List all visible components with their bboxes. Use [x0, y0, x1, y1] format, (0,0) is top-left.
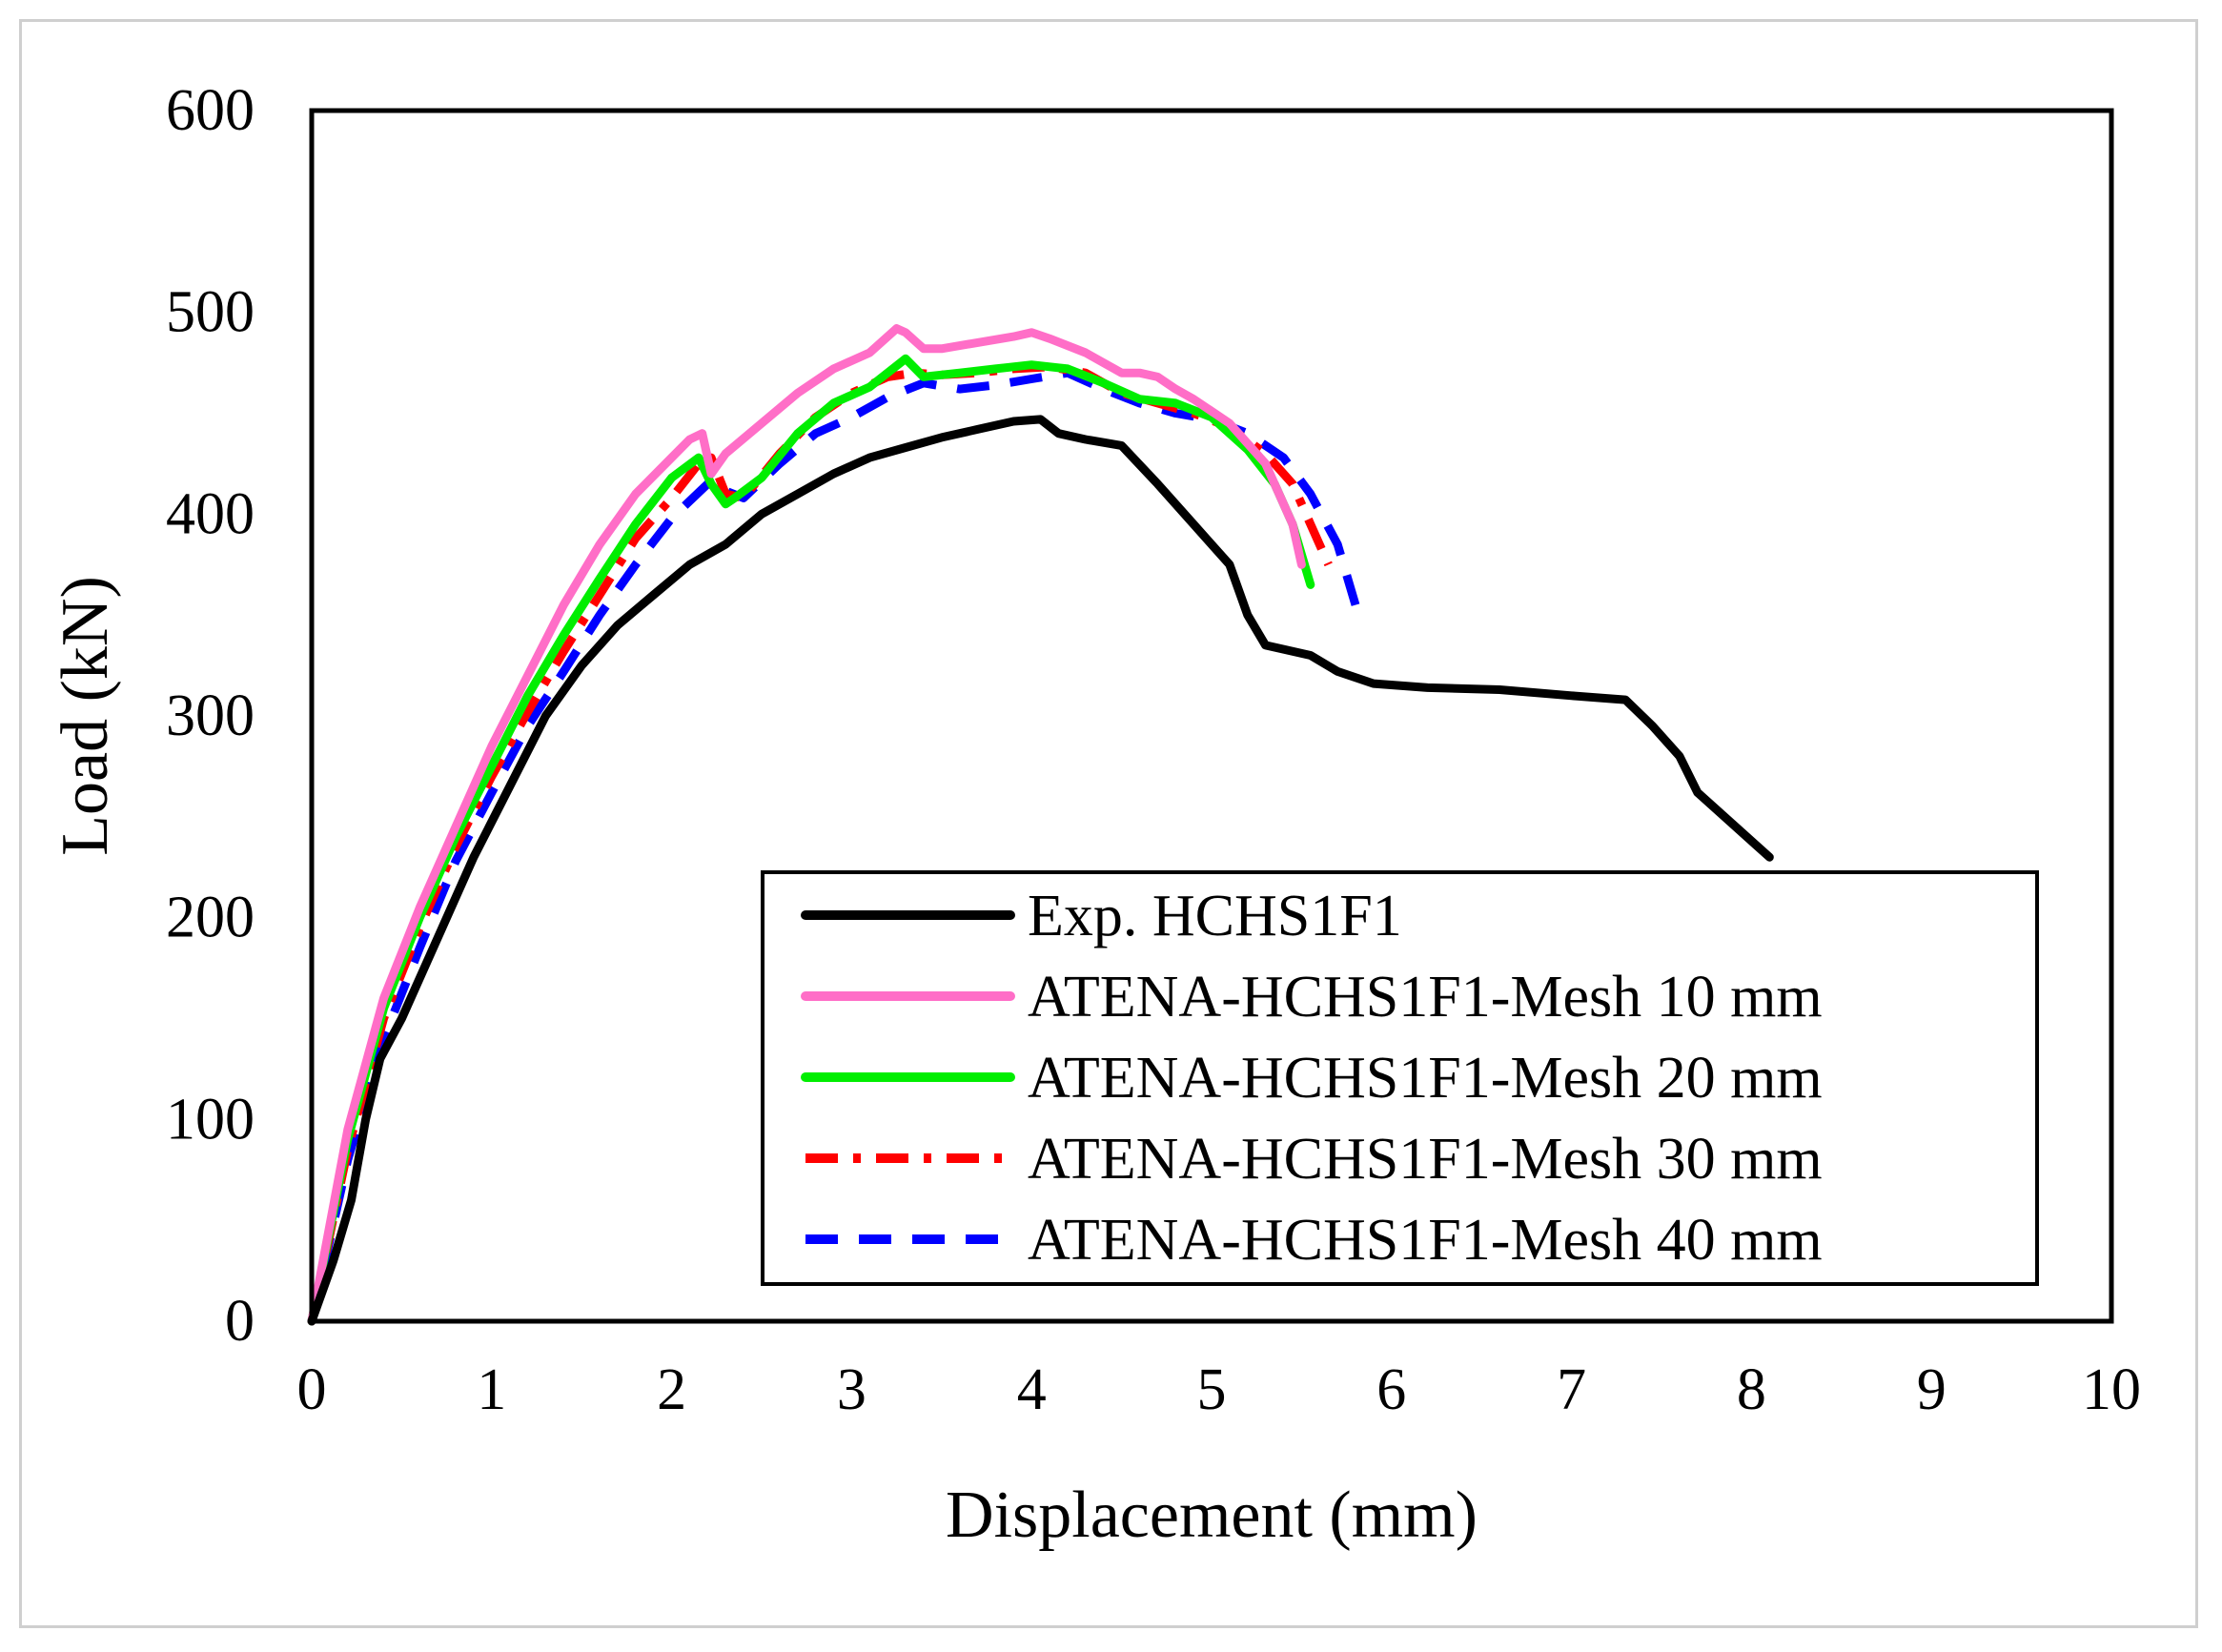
legend-label: ATENA-HCHS1F1-Mesh 40 mm	[1028, 1208, 1823, 1273]
legend-entries: Exp. HCHS1F1 ATENA-HCHS1F1-Mesh 10 mm ATEN…	[801, 884, 1823, 1273]
legend-label: ATENA-HCHS1F1-Mesh 20 mm	[1028, 1046, 1823, 1111]
series-layer	[307, 324, 1774, 1326]
x-tick-label: 4	[1017, 1357, 1047, 1422]
x-tick-label: 2	[657, 1357, 686, 1422]
x-tick-label: 1	[477, 1357, 506, 1422]
series-line-atena-hchs1f1-mesh-40-mm	[307, 368, 1360, 1322]
legend-label: Exp. HCHS1F1	[1028, 884, 1402, 948]
y-tick-label: 200	[166, 886, 255, 950]
figure-frame	[19, 19, 2198, 1628]
legend-label: ATENA-HCHS1F1-Mesh 10 mm	[1028, 965, 1823, 1030]
y-tick-label: 600	[166, 78, 255, 143]
series-line-atena-hchs1f1-mesh-10-mm	[307, 324, 1306, 1326]
y-tick-label: 0	[225, 1289, 255, 1354]
series-line-atena-hchs1f1-mesh-20-mm	[307, 354, 1315, 1326]
legend-label: ATENA-HCHS1F1-Mesh 30 mm	[1028, 1127, 1823, 1192]
y-tick-label: 100	[166, 1087, 255, 1152]
y-tick-label: 400	[166, 481, 255, 546]
legend: Exp. HCHS1F1 ATENA-HCHS1F1-Mesh 10 mm ATEN…	[761, 870, 2039, 1286]
x-tick-label: 7	[1557, 1357, 1586, 1422]
y-axis-title: Load (kN)	[49, 576, 122, 856]
x-tick-label: 6	[1376, 1357, 1406, 1422]
y-tick-label: 500	[166, 280, 255, 345]
x-tick-label: 0	[297, 1357, 327, 1422]
x-axis-title: Displacement (mm)	[946, 1479, 1478, 1552]
x-tick-label: 5	[1197, 1357, 1227, 1422]
x-tick-label: 10	[2082, 1357, 2141, 1422]
x-tick-label: 3	[837, 1357, 866, 1422]
y-tick-label: 300	[166, 683, 255, 748]
plot-area	[309, 108, 2114, 1324]
series-line-exp-hchs1f1	[307, 415, 1774, 1326]
x-tick-label: 8	[1737, 1357, 1766, 1422]
x-tick-label: 9	[1917, 1357, 1947, 1422]
